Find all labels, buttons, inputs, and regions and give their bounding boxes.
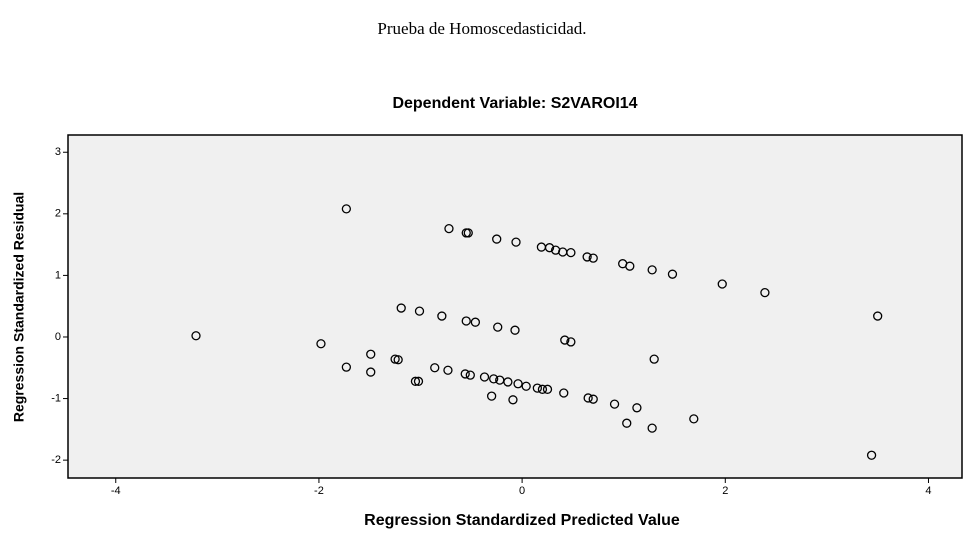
point [508,395,518,405]
point [513,379,523,389]
point [647,265,657,275]
point [413,376,424,386]
point [866,450,877,460]
point [465,370,475,380]
point [396,303,406,313]
x-tick-label: 2 [722,485,728,497]
point [470,317,481,327]
point [521,381,531,391]
point [647,423,657,433]
x-tick-label: -4 [111,485,121,497]
point [873,311,883,321]
point [632,403,642,413]
point [559,388,569,398]
point [393,355,403,365]
point [717,279,727,289]
point [667,269,678,279]
point [609,399,620,409]
point [444,223,454,234]
point [560,335,570,345]
chart-title: Dependent Variable: S2VAROI14 [392,95,637,112]
y-tick-label: -1 [51,392,61,404]
point [493,322,503,332]
point [760,287,770,298]
point [689,414,699,424]
point [566,247,576,258]
point [532,383,542,393]
point [366,349,376,359]
point [588,394,598,404]
point [316,339,326,349]
point [443,365,453,375]
point [566,337,576,347]
y-tick-label: 0 [55,331,61,343]
point [437,311,447,321]
page-title: Prueba de Homoscedasticidad. [377,19,586,38]
point [479,372,490,382]
point [544,243,555,253]
point [492,234,502,244]
x-tick-label: -2 [314,485,324,497]
point [582,252,592,262]
point [503,377,513,387]
x-tick-label: 0 [519,485,525,497]
x-tick-label: 4 [925,485,931,497]
point [463,228,473,238]
y-tick-label: 2 [55,208,61,220]
point [341,204,352,214]
point [622,418,632,428]
point [583,393,593,403]
y-tick-label: 3 [55,146,61,158]
point [341,362,352,372]
point [510,325,520,335]
point [191,331,201,341]
point [542,384,553,394]
point [461,316,471,326]
point [649,354,659,364]
y-axis-label: Regression Standardized Residual [11,192,27,422]
y-tick-label: 1 [55,269,61,281]
plot-area [67,134,963,479]
point [460,369,470,379]
point [625,261,635,271]
point [414,306,425,316]
point [366,367,376,377]
point [511,237,521,247]
point [486,391,497,401]
point [588,253,598,263]
point [410,376,421,386]
x-axis-label: Regression Standardized Predicted Value [364,512,680,529]
point [430,363,440,373]
point [537,384,548,394]
point [489,374,499,384]
y-tick-label: -2 [51,454,61,466]
